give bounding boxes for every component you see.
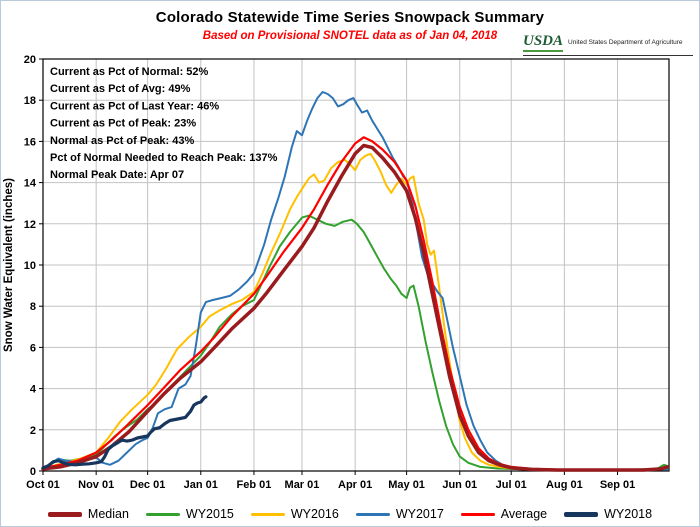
legend-swatch-median <box>47 511 82 517</box>
svg-text:Current as Pct of Avg: 49%: Current as Pct of Avg: 49% <box>50 83 191 95</box>
svg-text:10: 10 <box>24 260 36 272</box>
legend-label-average: Average <box>500 507 548 521</box>
legend-swatch-wy2017 <box>355 512 390 516</box>
svg-text:Nov 01: Nov 01 <box>78 479 114 491</box>
legend-label-wy2017: WY2017 <box>395 507 444 521</box>
svg-text:14: 14 <box>24 178 37 190</box>
svg-text:May 01: May 01 <box>388 479 425 491</box>
svg-text:Current as Pct of Peak: 23%: Current as Pct of Peak: 23% <box>50 118 196 130</box>
svg-text:Snow Water Equivalent (inches): Snow Water Equivalent (inches) <box>3 178 15 352</box>
page-subtitle: Based on Provisional SNOTEL data as of J… <box>202 30 498 42</box>
legend-swatch-wy2015 <box>145 512 180 516</box>
legend-label-wy2016: WY2016 <box>290 507 339 521</box>
svg-text:Aug 01: Aug 01 <box>546 479 583 491</box>
legend-item-wy2018: WY2018 <box>564 507 652 521</box>
svg-text:Normal as Pct of Peak: 43%: Normal as Pct of Peak: 43% <box>50 135 195 147</box>
svg-text:Jun 01: Jun 01 <box>442 479 477 491</box>
legend-swatch-wy2018 <box>564 511 599 517</box>
svg-text:0: 0 <box>30 466 36 478</box>
svg-text:Current as Pct of Normal: 52%: Current as Pct of Normal: 52% <box>50 66 209 78</box>
svg-text:Oct 01: Oct 01 <box>26 479 60 491</box>
usda-divider <box>523 55 693 56</box>
svg-text:18: 18 <box>24 95 36 107</box>
legend-label-wy2015: WY2015 <box>185 507 234 521</box>
legend-item-average: Average <box>460 507 548 521</box>
svg-text:2: 2 <box>30 425 36 437</box>
legend-item-wy2016: WY2016 <box>250 507 339 521</box>
legend-item-wy2017: WY2017 <box>355 507 444 521</box>
svg-text:Dec 01: Dec 01 <box>130 479 165 491</box>
svg-text:Sep 01: Sep 01 <box>600 479 635 491</box>
svg-text:16: 16 <box>24 136 36 148</box>
usda-logo-icon: USDA <box>523 34 564 52</box>
svg-text:8: 8 <box>30 301 36 313</box>
svg-text:Apr 01: Apr 01 <box>338 479 372 491</box>
snowpack-time-series-chart: 0 2 4 6 8 10 12 14 16 18 20 Oct 01 Nov 01 Dec 01 Jan 0… <box>3 54 670 491</box>
svg-text:Jan 01: Jan 01 <box>184 479 218 491</box>
usda-department-text: United States Department of Agriculture <box>568 39 683 47</box>
legend: Median WY2015 WY2016 WY2017 Average WY2018 <box>1 507 699 521</box>
svg-text:4: 4 <box>30 384 37 396</box>
legend-item-median: Median <box>47 507 129 521</box>
legend-swatch-average <box>460 512 495 516</box>
svg-text:20: 20 <box>24 54 36 66</box>
svg-text:Normal Peak Date: Apr 07: Normal Peak Date: Apr 07 <box>50 169 184 181</box>
legend-swatch-wy2016 <box>250 512 285 516</box>
legend-label-wy2018: WY2018 <box>604 507 653 521</box>
svg-text:Feb 01: Feb 01 <box>237 479 272 491</box>
svg-text:12: 12 <box>24 219 36 231</box>
svg-text:Jul 01: Jul 01 <box>496 479 527 491</box>
svg-text:Current as Pct of Last Year: 4: Current as Pct of Last Year: 46% <box>50 100 219 112</box>
svg-text:Mar 01: Mar 01 <box>285 479 320 491</box>
svg-text:6: 6 <box>30 342 36 354</box>
svg-text:Pct of Normal Needed to Reach: Pct of Normal Needed to Reach Peak: 137% <box>50 152 278 164</box>
legend-item-wy2015: WY2015 <box>145 507 234 521</box>
legend-label-median: Median <box>87 507 129 521</box>
page-title: Colorado Statewide Time Series Snowpack … <box>155 9 545 26</box>
